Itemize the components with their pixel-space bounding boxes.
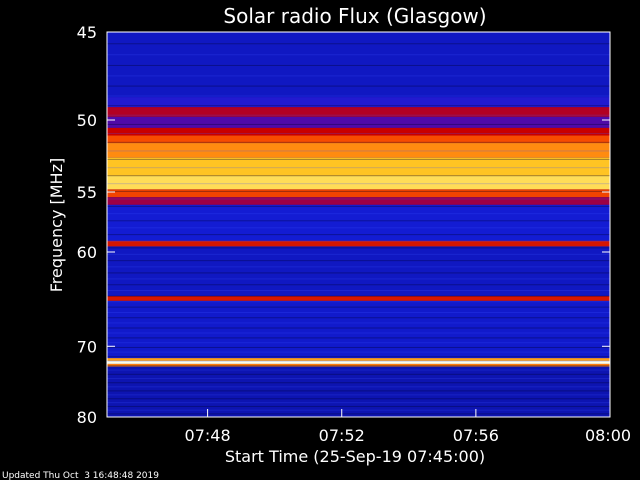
noise-stripe [107, 390, 610, 392]
noise-stripe [107, 213, 610, 215]
axis-ticks: 45 50 55 60 70 80 07:48 07:52 07:56 08:00 [77, 23, 631, 445]
noise-stripe [107, 413, 610, 415]
noise-stripe [107, 150, 610, 152]
spectrogram-bands [106, 31, 611, 418]
noise-stripe [107, 75, 610, 77]
noise-stripe [107, 327, 610, 329]
noise-stripe [107, 284, 610, 286]
frequency-band [107, 143, 610, 158]
noise-stripe [107, 132, 610, 134]
noise-stripe [107, 342, 610, 344]
frequency-band [107, 135, 610, 144]
noise-stripe [107, 175, 610, 177]
noise-stripe [107, 378, 610, 380]
x-tick-label: 08:00 [585, 426, 631, 445]
noise-stripe [107, 266, 610, 268]
frequency-band [107, 296, 610, 301]
noise-stripe [107, 85, 610, 87]
y-tick-label: 50 [77, 111, 97, 130]
frequency-band [107, 240, 610, 247]
noise-stripe [107, 332, 610, 334]
noise-stripe [107, 141, 610, 143]
noise-stripe [107, 409, 610, 411]
frequency-band [107, 32, 610, 98]
x-tick-label: 07:56 [453, 426, 499, 445]
noise-stripe [107, 337, 610, 339]
noise-stripe [107, 301, 610, 303]
noise-stripe [107, 405, 610, 407]
noise-stripe [107, 312, 610, 313]
noise-stripe [107, 247, 610, 249]
noise-stripe [107, 220, 610, 222]
noise-stripe [107, 105, 610, 107]
noise-stripe [107, 64, 610, 66]
frequency-band [107, 363, 610, 367]
frequency-band [107, 204, 610, 241]
noise-stripe [107, 398, 610, 400]
noise-stripe [107, 272, 610, 274]
x-tick-label: 07:48 [185, 426, 231, 445]
y-axis-label: Frequency [MHz] [47, 158, 66, 292]
frequency-band [107, 246, 610, 297]
frequency-band [107, 107, 610, 117]
noise-stripe [107, 322, 610, 324]
noise-stripe [107, 183, 610, 185]
noise-stripe [107, 373, 610, 375]
frequency-band [107, 197, 610, 205]
plot-frame [106, 31, 611, 418]
noise-stripe [107, 317, 610, 319]
y-tick-label: 60 [77, 243, 97, 262]
updated-footer: Updated Thu Oct 3 16:48:48 2019 [2, 471, 159, 480]
noise-stripe [107, 306, 610, 308]
chart-title: Solar radio Flux (Glasgow) [223, 4, 486, 28]
noise-stripe [107, 190, 610, 192]
frequency-band [107, 116, 610, 128]
frequency-band [107, 366, 610, 417]
y-tick-label: 80 [77, 408, 97, 427]
noise-stripe [107, 394, 610, 396]
frequency-band [107, 300, 610, 359]
noise-stripe [107, 260, 610, 262]
noise-stripe [107, 114, 610, 116]
noise-stripe [107, 278, 610, 280]
noise-stripe [107, 382, 610, 384]
noise-stripe [107, 123, 610, 125]
y-tick-label: 70 [77, 337, 97, 356]
frequency-band [107, 97, 610, 108]
y-tick-label: 55 [77, 183, 97, 202]
noise-stripe [107, 205, 610, 207]
noise-stripe [107, 369, 610, 371]
frequency-band [107, 189, 610, 198]
noise-stripe [107, 386, 610, 388]
x-axis-label: Start Time (25-Sep-19 07:45:00) [225, 447, 485, 466]
noise-stripe [107, 346, 610, 348]
noise-stripe [107, 365, 610, 367]
frequency-band [107, 360, 610, 364]
noise-stripe [107, 360, 610, 362]
noise-stripe [107, 158, 610, 160]
noise-stripe [107, 351, 610, 353]
noise-stripe [107, 295, 610, 297]
frequency-band [107, 175, 610, 190]
noise-stripe [107, 54, 610, 56]
noise-stripe [107, 234, 610, 236]
noise-stripe [107, 43, 610, 45]
noise-stripe [107, 290, 610, 292]
noise-stripe [107, 356, 610, 358]
noise-stripe [107, 95, 610, 97]
x-tick-label: 07:52 [319, 426, 365, 445]
frequency-band [107, 127, 610, 136]
noise-stripe [107, 240, 610, 242]
noise-stripe [107, 167, 610, 169]
frequency-band [107, 157, 610, 176]
frequency-band [107, 358, 610, 361]
noise-stripe [107, 198, 610, 200]
y-tick-label: 45 [77, 23, 97, 42]
noise-stripe [107, 253, 610, 255]
noise-stripe [107, 402, 610, 404]
noise-stripe [107, 227, 610, 229]
